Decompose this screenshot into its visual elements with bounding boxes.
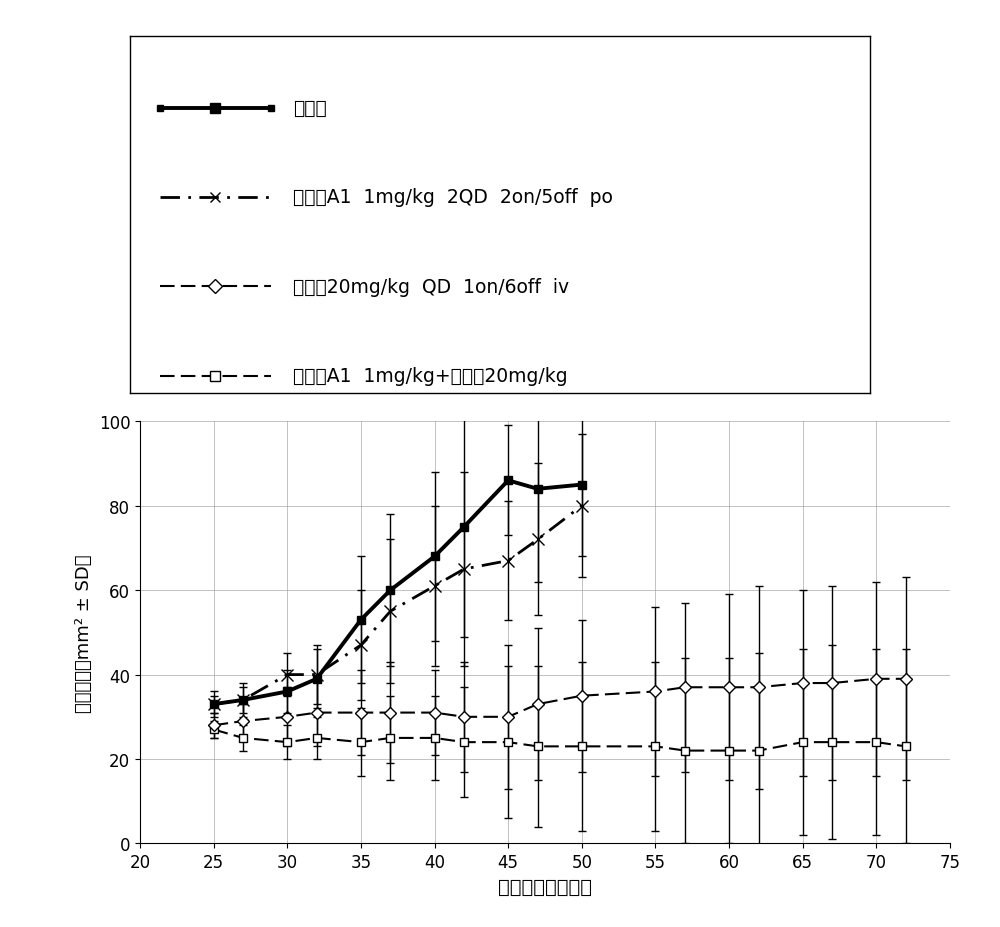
X-axis label: 胿瘷接种后的天数: 胿瘷接种后的天数	[498, 877, 592, 895]
Y-axis label: 胿瘷面积［mm² ± SD］: 胿瘷面积［mm² ± SD］	[75, 553, 93, 712]
Text: 紫杉醇20mg/kg  QD  1on/6off  iv: 紫杉醇20mg/kg QD 1on/6off iv	[293, 277, 569, 297]
Text: 媒介物: 媒介物	[293, 99, 327, 118]
Text: 化合物A1  1mg/kg+紫杉醇20mg/kg: 化合物A1 1mg/kg+紫杉醇20mg/kg	[293, 367, 567, 386]
Text: 化合物A1  1mg/kg  2QD  2on/5off  po: 化合物A1 1mg/kg 2QD 2on/5off po	[293, 188, 613, 207]
